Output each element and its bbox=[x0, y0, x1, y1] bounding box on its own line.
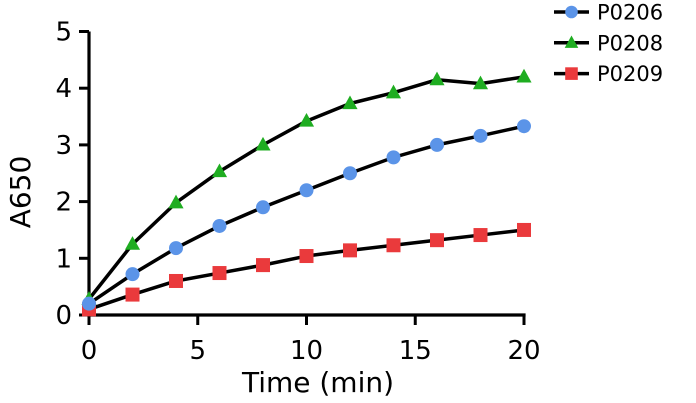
data-point-square bbox=[169, 273, 183, 288]
y-tick-label: 2 bbox=[55, 188, 72, 218]
series-P0208 bbox=[81, 68, 532, 305]
data-point-square bbox=[473, 228, 488, 243]
data-point-circle bbox=[517, 119, 531, 134]
data-point-triangle bbox=[124, 236, 141, 250]
x-axis-title: Time (min) bbox=[241, 366, 394, 399]
legend-entry-P0208: P0208 bbox=[554, 31, 663, 55]
data-point-circle bbox=[565, 5, 578, 19]
series-line-P0209 bbox=[88, 228, 525, 311]
x-tick-label: 0 bbox=[81, 336, 98, 366]
data-point-circle bbox=[82, 296, 96, 311]
data-point-circle bbox=[343, 166, 357, 181]
data-point-triangle bbox=[385, 84, 402, 99]
data-point-triangle bbox=[342, 95, 358, 110]
axes: 0 5 10 15 20 0 1 2 3 4 5 bbox=[55, 18, 540, 367]
legend-label-P0209: P0209 bbox=[597, 62, 663, 86]
series-P0209 bbox=[82, 222, 531, 317]
legend-label-P0206: P0206 bbox=[597, 1, 663, 25]
data-point-circle bbox=[256, 200, 270, 215]
y-tick-label: 4 bbox=[55, 74, 72, 104]
data-point-triangle bbox=[255, 136, 271, 151]
data-point-square bbox=[299, 249, 314, 264]
x-tick-label: 10 bbox=[290, 336, 323, 366]
y-axis-title: A650 bbox=[4, 156, 37, 229]
data-point-square bbox=[430, 233, 444, 248]
data-point-square bbox=[212, 266, 227, 281]
series-P0206 bbox=[82, 119, 531, 311]
legend-entry-P0209: P0209 bbox=[554, 62, 663, 86]
data-point-circle bbox=[299, 183, 314, 198]
data-point-circle bbox=[212, 218, 227, 233]
data-point-triangle bbox=[516, 68, 532, 83]
data-point-square bbox=[256, 258, 270, 273]
data-point-circle bbox=[125, 267, 140, 282]
data-point-triangle bbox=[298, 113, 315, 127]
x-tick-label: 5 bbox=[189, 336, 206, 366]
data-point-square bbox=[125, 287, 140, 302]
data-point-triangle bbox=[211, 163, 228, 178]
plot-series bbox=[81, 68, 532, 317]
y-tick-label: 1 bbox=[55, 244, 72, 274]
data-point-square bbox=[386, 238, 401, 253]
data-point-triangle bbox=[168, 194, 184, 209]
data-point-square bbox=[517, 222, 531, 237]
data-point-circle bbox=[386, 150, 401, 165]
data-point-circle bbox=[169, 241, 183, 256]
data-point-circle bbox=[430, 137, 444, 152]
x-tick-label: 15 bbox=[399, 336, 432, 366]
legend-entry-P0206: P0206 bbox=[554, 1, 663, 25]
legend: P0206 P0208 P0209 bbox=[554, 1, 663, 86]
data-point-square bbox=[343, 243, 357, 258]
data-point-triangle bbox=[429, 71, 445, 86]
series-line-P0206 bbox=[88, 124, 525, 306]
legend-label-P0208: P0208 bbox=[597, 31, 663, 55]
data-point-square bbox=[565, 67, 578, 80]
data-point-circle bbox=[473, 128, 488, 143]
y-tick-label: 3 bbox=[55, 131, 72, 161]
x-tick-label: 20 bbox=[507, 336, 540, 366]
data-point-triangle bbox=[564, 35, 579, 48]
y-tick-label: 5 bbox=[55, 18, 72, 48]
y-tick-label: 0 bbox=[55, 301, 72, 331]
data-point-triangle bbox=[472, 75, 489, 90]
